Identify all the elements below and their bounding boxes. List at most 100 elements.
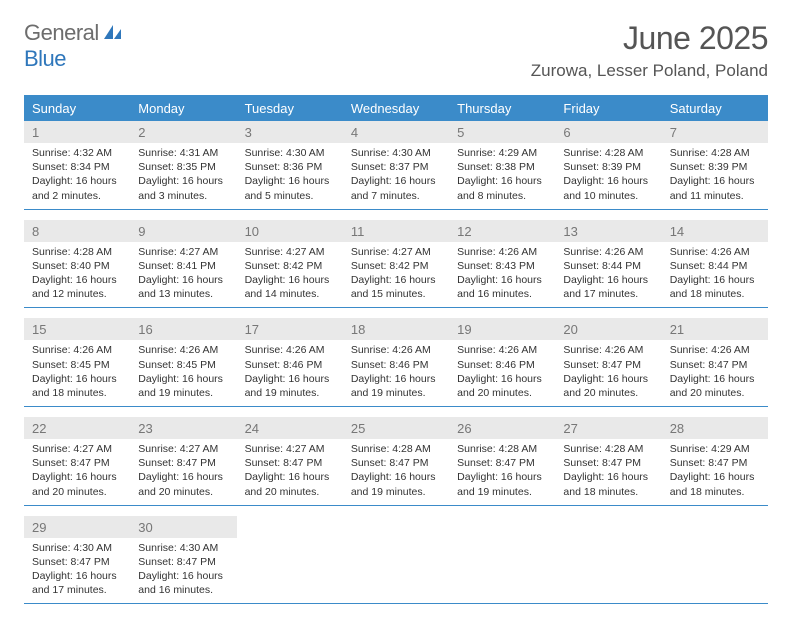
daylight-line2: and 19 minutes.	[351, 485, 441, 499]
daylight-line1: Daylight: 16 hours	[457, 174, 547, 188]
day-details: Sunrise: 4:30 AMSunset: 8:47 PMDaylight:…	[130, 538, 236, 604]
daylight-line1: Daylight: 16 hours	[245, 470, 335, 484]
daylight-line1: Daylight: 16 hours	[670, 273, 760, 287]
daylight-line1: Daylight: 16 hours	[245, 273, 335, 287]
sunset-text: Sunset: 8:34 PM	[32, 160, 122, 174]
day-number: 21	[662, 318, 768, 340]
calendar-day: 3Sunrise: 4:30 AMSunset: 8:36 PMDaylight…	[237, 121, 343, 209]
sunset-text: Sunset: 8:45 PM	[32, 358, 122, 372]
sunrise-text: Sunrise: 4:32 AM	[32, 146, 122, 160]
day-number: 22	[24, 417, 130, 439]
daylight-line2: and 12 minutes.	[32, 287, 122, 301]
daylight-line1: Daylight: 16 hours	[32, 372, 122, 386]
calendar-day: 23Sunrise: 4:27 AMSunset: 8:47 PMDayligh…	[130, 417, 236, 505]
day-details: Sunrise: 4:29 AMSunset: 8:38 PMDaylight:…	[449, 143, 555, 209]
day-details: Sunrise: 4:26 AMSunset: 8:45 PMDaylight:…	[130, 340, 236, 406]
daylight-line2: and 14 minutes.	[245, 287, 335, 301]
day-details: Sunrise: 4:26 AMSunset: 8:43 PMDaylight:…	[449, 242, 555, 308]
day-details: Sunrise: 4:26 AMSunset: 8:45 PMDaylight:…	[24, 340, 130, 406]
calendar-day: 2Sunrise: 4:31 AMSunset: 8:35 PMDaylight…	[130, 121, 236, 209]
calendar-day: 8Sunrise: 4:28 AMSunset: 8:40 PMDaylight…	[24, 220, 130, 308]
daylight-line2: and 5 minutes.	[245, 189, 335, 203]
daylight-line2: and 19 minutes.	[457, 485, 547, 499]
day-number: 3	[237, 121, 343, 143]
daylight-line1: Daylight: 16 hours	[351, 273, 441, 287]
sunset-text: Sunset: 8:47 PM	[32, 456, 122, 470]
sunset-text: Sunset: 8:47 PM	[670, 358, 760, 372]
daylight-line1: Daylight: 16 hours	[563, 174, 653, 188]
daylight-line2: and 20 minutes.	[457, 386, 547, 400]
brand-part2: Blue	[24, 46, 66, 71]
daylight-line2: and 16 minutes.	[457, 287, 547, 301]
day-number-empty	[237, 516, 343, 538]
day-number: 6	[555, 121, 661, 143]
daylight-line2: and 11 minutes.	[670, 189, 760, 203]
day-details: Sunrise: 4:26 AMSunset: 8:44 PMDaylight:…	[662, 242, 768, 308]
calendar-day: 25Sunrise: 4:28 AMSunset: 8:47 PMDayligh…	[343, 417, 449, 505]
sunset-text: Sunset: 8:42 PM	[351, 259, 441, 273]
day-details: Sunrise: 4:27 AMSunset: 8:47 PMDaylight:…	[130, 439, 236, 505]
daylight-line1: Daylight: 16 hours	[245, 372, 335, 386]
day-details: Sunrise: 4:31 AMSunset: 8:35 PMDaylight:…	[130, 143, 236, 209]
header: GeneralBlue June 2025 Zurowa, Lesser Pol…	[24, 20, 768, 81]
sunset-text: Sunset: 8:47 PM	[563, 358, 653, 372]
day-number: 29	[24, 516, 130, 538]
sunset-text: Sunset: 8:47 PM	[670, 456, 760, 470]
calendar-day: 29Sunrise: 4:30 AMSunset: 8:47 PMDayligh…	[24, 516, 130, 604]
day-details: Sunrise: 4:26 AMSunset: 8:47 PMDaylight:…	[662, 340, 768, 406]
sunset-text: Sunset: 8:47 PM	[32, 555, 122, 569]
sunset-text: Sunset: 8:41 PM	[138, 259, 228, 273]
daylight-line1: Daylight: 16 hours	[670, 174, 760, 188]
day-details: Sunrise: 4:27 AMSunset: 8:41 PMDaylight:…	[130, 242, 236, 308]
day-details-empty	[449, 538, 555, 604]
dow-tuesday: Tuesday	[237, 95, 343, 121]
day-number: 24	[237, 417, 343, 439]
brand-text: GeneralBlue	[24, 20, 123, 72]
daylight-line1: Daylight: 16 hours	[351, 470, 441, 484]
sunrise-text: Sunrise: 4:30 AM	[32, 541, 122, 555]
sunrise-text: Sunrise: 4:30 AM	[138, 541, 228, 555]
sunrise-text: Sunrise: 4:26 AM	[32, 343, 122, 357]
calendar-day: 1Sunrise: 4:32 AMSunset: 8:34 PMDaylight…	[24, 121, 130, 209]
sunrise-text: Sunrise: 4:28 AM	[457, 442, 547, 456]
day-number-empty	[555, 516, 661, 538]
day-details: Sunrise: 4:28 AMSunset: 8:39 PMDaylight:…	[662, 143, 768, 209]
day-number: 14	[662, 220, 768, 242]
sunrise-text: Sunrise: 4:30 AM	[245, 146, 335, 160]
sunset-text: Sunset: 8:47 PM	[351, 456, 441, 470]
sunrise-text: Sunrise: 4:30 AM	[351, 146, 441, 160]
sunrise-text: Sunrise: 4:28 AM	[563, 442, 653, 456]
calendar-week: 15Sunrise: 4:26 AMSunset: 8:45 PMDayligh…	[24, 318, 768, 407]
day-number: 12	[449, 220, 555, 242]
page-title: June 2025	[531, 20, 768, 57]
dow-thursday: Thursday	[449, 95, 555, 121]
day-number: 9	[130, 220, 236, 242]
sunset-text: Sunset: 8:45 PM	[138, 358, 228, 372]
calendar-day: 22Sunrise: 4:27 AMSunset: 8:47 PMDayligh…	[24, 417, 130, 505]
daylight-line2: and 18 minutes.	[32, 386, 122, 400]
day-number-empty	[662, 516, 768, 538]
calendar-day: 11Sunrise: 4:27 AMSunset: 8:42 PMDayligh…	[343, 220, 449, 308]
sunset-text: Sunset: 8:46 PM	[351, 358, 441, 372]
daylight-line2: and 19 minutes.	[245, 386, 335, 400]
day-number: 10	[237, 220, 343, 242]
day-details: Sunrise: 4:32 AMSunset: 8:34 PMDaylight:…	[24, 143, 130, 209]
calendar-day: 6Sunrise: 4:28 AMSunset: 8:39 PMDaylight…	[555, 121, 661, 209]
daylight-line2: and 16 minutes.	[138, 583, 228, 597]
calendar-day: 14Sunrise: 4:26 AMSunset: 8:44 PMDayligh…	[662, 220, 768, 308]
sunset-text: Sunset: 8:47 PM	[138, 456, 228, 470]
daylight-line1: Daylight: 16 hours	[32, 273, 122, 287]
brand-part1: General	[24, 20, 99, 45]
sunset-text: Sunset: 8:44 PM	[563, 259, 653, 273]
calendar-day: 5Sunrise: 4:29 AMSunset: 8:38 PMDaylight…	[449, 121, 555, 209]
daylight-line2: and 13 minutes.	[138, 287, 228, 301]
calendar-day: 28Sunrise: 4:29 AMSunset: 8:47 PMDayligh…	[662, 417, 768, 505]
daylight-line1: Daylight: 16 hours	[138, 174, 228, 188]
daylight-line1: Daylight: 16 hours	[351, 174, 441, 188]
daylight-line1: Daylight: 16 hours	[457, 273, 547, 287]
day-number: 23	[130, 417, 236, 439]
day-details: Sunrise: 4:27 AMSunset: 8:42 PMDaylight:…	[343, 242, 449, 308]
day-number: 5	[449, 121, 555, 143]
sail-icon	[103, 20, 123, 45]
sunrise-text: Sunrise: 4:26 AM	[563, 245, 653, 259]
